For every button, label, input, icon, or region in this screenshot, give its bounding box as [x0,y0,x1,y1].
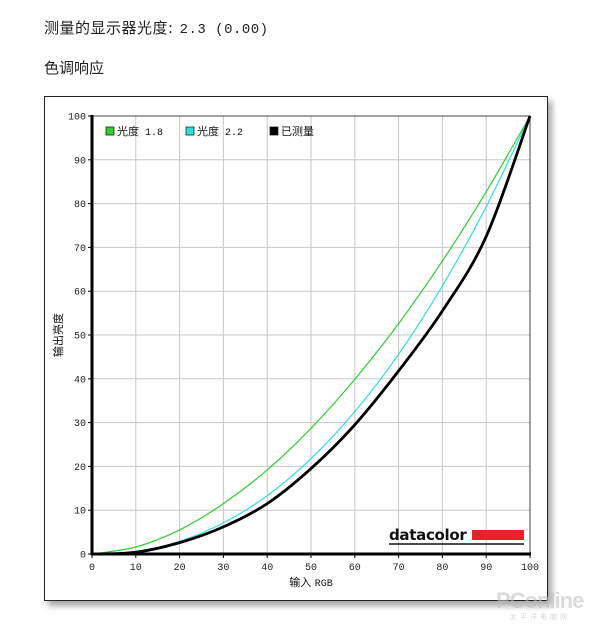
x-tick-label: 40 [261,563,273,574]
legend-swatch-3 [269,126,279,136]
legend-label-1: 光度 1.8 [117,124,163,139]
y-tick-label: 20 [74,463,86,474]
x-tick-label: 90 [480,563,492,574]
x-tick-label: 80 [436,563,448,574]
chart-canvas: 0 10 20 30 40 50 60 70 80 90 100 0 10 20 30 40 50 60 70 80 9… [51,113,539,591]
datacolor-logo-bar [472,530,524,540]
y-axis-label: 输出亮度 [51,313,65,357]
x-tick-label: 50 [305,563,317,574]
x-tick-label: 30 [217,563,229,574]
x-tick-label: 20 [174,563,186,574]
y-tick-label: 70 [74,244,86,255]
y-tick-label: 0 [80,551,86,562]
legend-label-2: 光度 2.2 [197,124,243,139]
watermark-logo: PConline [496,588,584,613]
y-tick-label: 60 [74,288,86,299]
tone-response-chart: 0 10 20 30 40 50 60 70 80 90 100 0 10 20 30 40 50 60 70 80 9… [44,96,548,601]
measured-gamma-value: 2.3 (0.00) [179,22,269,38]
gamma-1.8-curve [91,115,531,555]
y-tick-label: 100 [68,113,86,124]
legend-label-3: 已测量 [281,125,314,138]
measured-gamma-line: 测量的显示器光度: 2.3 (0.00) [44,17,269,38]
x-tick-label: 100 [521,563,539,574]
legend-swatch-2 [185,126,195,136]
x-tick-label: 10 [130,563,142,574]
x-axis-label: 输入 RGB [289,575,333,590]
section-title: 色调响应 [44,59,105,77]
y-tick-label: 90 [74,156,86,167]
x-tick-label: 70 [393,563,405,574]
watermark-subtext: 太平洋电脑网 [510,613,570,621]
measured-curve [91,115,532,556]
legend-swatch-1 [105,126,115,136]
x-tick-label: 0 [89,563,95,574]
measured-gamma-label: 测量的显示器光度: [44,19,174,37]
y-tick-label: 10 [74,507,86,518]
x-tick-label: 60 [349,563,361,574]
y-tick-label: 50 [74,332,86,343]
datacolor-logo-text: datacolor [389,526,467,544]
y-tick-label: 30 [74,419,86,430]
y-tick-label: 80 [74,200,86,211]
y-tick-label: 40 [74,375,86,386]
